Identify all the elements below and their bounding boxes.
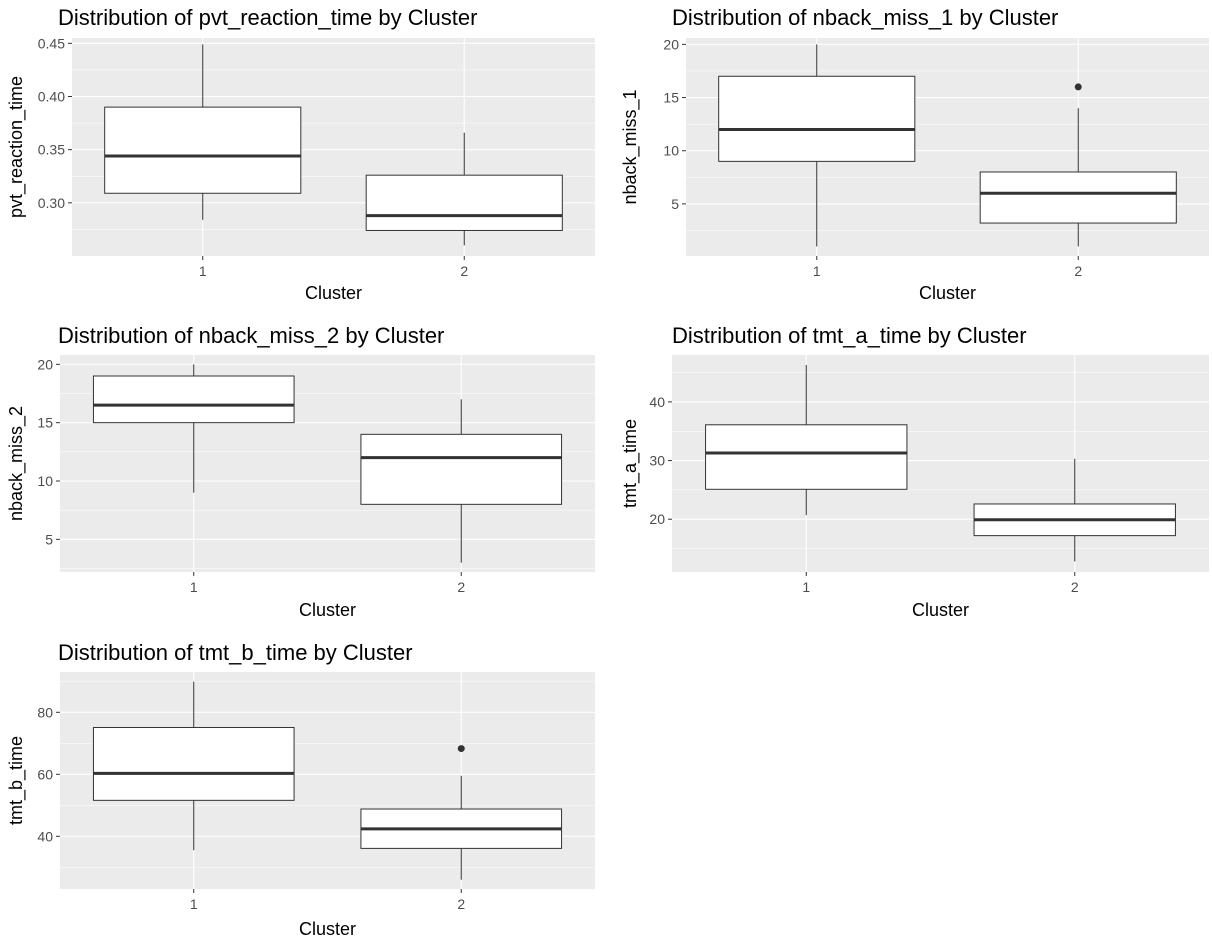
y-tick-label: 5 xyxy=(45,531,53,547)
x-tick-label: 1 xyxy=(199,263,207,279)
interquartile-box xyxy=(104,106,302,194)
interquartile-box xyxy=(92,375,295,424)
y-tick-label: 80 xyxy=(37,704,53,720)
outlier-point xyxy=(457,745,465,753)
y-tick-label: 5 xyxy=(671,196,679,212)
y-axis-label: pvt_reaction_time xyxy=(6,76,27,218)
box-cluster-2 xyxy=(360,399,563,563)
y-tick-label: 20 xyxy=(663,36,679,52)
x-axis-label: Cluster xyxy=(305,283,362,303)
box-cluster-1 xyxy=(92,364,295,493)
y-tick-label: 40 xyxy=(649,394,665,410)
y-tick-label: 0.35 xyxy=(38,142,65,158)
interquartile-box xyxy=(979,171,1177,224)
x-tick-label: 2 xyxy=(457,579,465,595)
x-axis-label: Cluster xyxy=(299,919,356,939)
y-axis-label: tmt_b_time xyxy=(6,736,27,825)
box-plot-panel-5: 40 60 80 1 2 Distribution of tmt_b_time by Cl… xyxy=(6,640,595,939)
x-axis-label: Cluster xyxy=(299,600,356,620)
y-tick-label: 15 xyxy=(663,90,679,106)
y-tick-label: 60 xyxy=(37,766,53,782)
y-axis-label: tmt_a_time xyxy=(620,419,641,508)
box-cluster-1 xyxy=(104,44,302,220)
box-plot-panel-2: 5 10 15 20 1 2 Distribution of nback_miss_1 by… xyxy=(620,5,1209,303)
outlier-point xyxy=(1074,83,1082,91)
box-plot-panel-4: 20 30 40 1 2 Distribution of tmt_a_time by Cl… xyxy=(620,323,1209,620)
x-axis-label: Cluster xyxy=(919,283,976,303)
chart-title: Distribution of tmt_a_time by Cluster xyxy=(672,323,1027,348)
box-cluster-2 xyxy=(973,458,1176,562)
x-tick-label: 1 xyxy=(813,263,821,279)
box-plot-panel-1: 0.30 0.35 0.40 0.45 1 2 Distribution of pvt_re… xyxy=(6,5,595,303)
x-tick-label: 2 xyxy=(1074,263,1082,279)
box-plot-panel-3: 5 10 15 20 1 2 Distribution of nback_miss_2 by… xyxy=(6,323,595,620)
y-tick-label: 10 xyxy=(37,473,53,489)
y-tick-label: 20 xyxy=(37,356,53,372)
interquartile-box xyxy=(360,433,563,505)
y-tick-label: 10 xyxy=(663,143,679,159)
chart-title: Distribution of tmt_b_time by Cluster xyxy=(58,640,413,665)
x-axis-label: Cluster xyxy=(912,600,969,620)
box-cluster-1 xyxy=(92,681,295,851)
box-cluster-2 xyxy=(979,83,1177,247)
y-axis-label: nback_miss_2 xyxy=(6,406,27,521)
y-tick-label: 0.30 xyxy=(38,195,65,211)
x-tick-label: 1 xyxy=(802,579,810,595)
y-axis-label: nback_miss_1 xyxy=(620,89,641,204)
chart-title: Distribution of pvt_reaction_time by Clu… xyxy=(58,5,477,30)
y-tick-label: 0.40 xyxy=(38,88,65,104)
box-cluster-2 xyxy=(360,745,563,880)
interquartile-box xyxy=(718,75,916,162)
box-cluster-1 xyxy=(718,44,916,247)
chart-title: Distribution of nback_miss_1 by Cluster xyxy=(672,5,1058,30)
chart-title: Distribution of nback_miss_2 by Cluster xyxy=(58,323,444,348)
y-tick-label: 15 xyxy=(37,415,53,431)
x-tick-label: 2 xyxy=(1071,579,1079,595)
y-tick-label: 0.45 xyxy=(38,35,65,51)
x-tick-label: 2 xyxy=(457,896,465,912)
x-tick-label: 2 xyxy=(460,263,468,279)
y-tick-label: 20 xyxy=(649,511,665,527)
box-cluster-2 xyxy=(365,132,563,246)
x-tick-label: 1 xyxy=(190,896,198,912)
y-tick-label: 40 xyxy=(37,828,53,844)
interquartile-box xyxy=(92,726,295,801)
interquartile-box xyxy=(705,424,908,490)
y-tick-label: 30 xyxy=(649,453,665,469)
x-tick-label: 1 xyxy=(190,579,198,595)
interquartile-box xyxy=(365,174,563,231)
box-cluster-1 xyxy=(705,364,908,516)
